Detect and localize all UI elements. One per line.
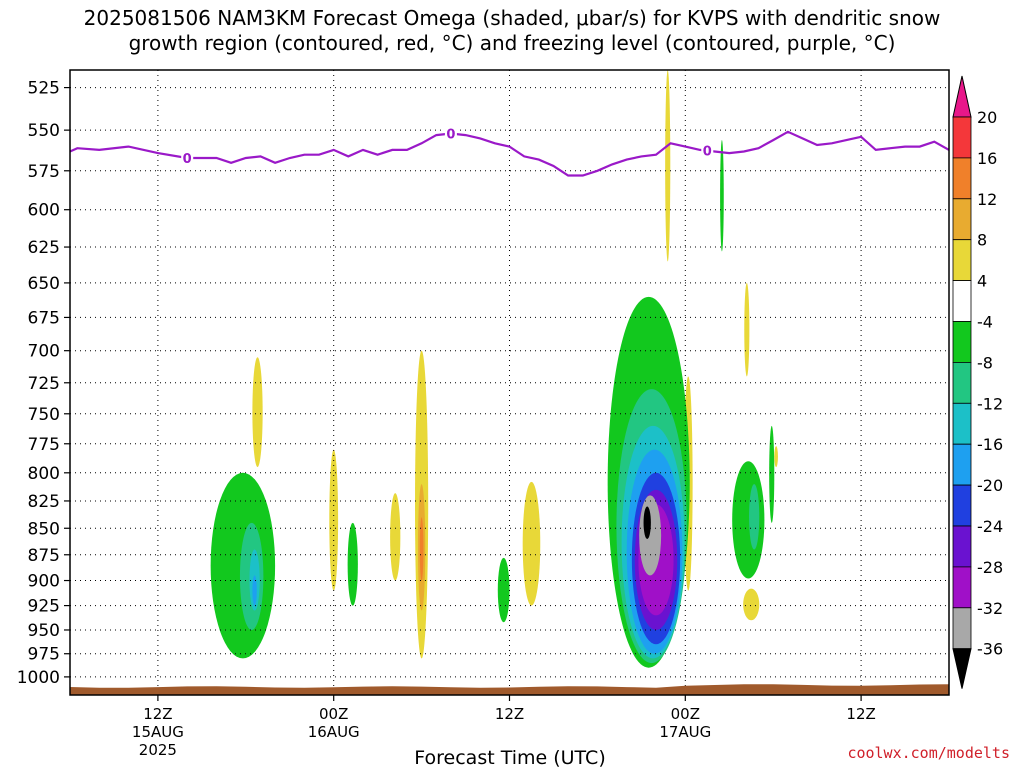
colorbar-label-4: 4: [977, 272, 987, 291]
y-tick-label-600: 600: [28, 201, 60, 221]
x-tick-label-30: 12Z: [495, 705, 524, 723]
colorbar: 20 16 12 8 4 -4 -8 -12 -16 -20 -24 -28 -32 -36: [952, 75, 1003, 689]
y-tick-label-950: 950: [28, 621, 60, 641]
y-tick-label-650: 650: [28, 274, 60, 294]
colorbar-top-triangle: [952, 75, 972, 118]
colorbar-segment-10: [952, 484, 972, 527]
colorbar-bottom-triangle: [952, 648, 972, 689]
x-tick-label-18: 00Z: [319, 705, 348, 723]
colorbar-segment-4: [952, 239, 972, 281]
y-tick-label-800: 800: [28, 464, 60, 484]
colorbar-segment-7: [952, 361, 972, 404]
omega-feature-2: [390, 493, 401, 581]
colorbar-label-7: -12: [977, 394, 1003, 413]
y-tick-label-625: 625: [28, 238, 60, 258]
y-tick-label-700: 700: [28, 342, 60, 362]
colorbar-segment-2: [952, 157, 972, 200]
freezing-level-line: [69, 130, 950, 177]
y-tick-label-550: 550: [28, 121, 60, 141]
colorbar-segment-8: [952, 402, 972, 445]
x-tick-label-42: 00Z: [671, 705, 700, 723]
y-tick-label-900: 900: [28, 572, 60, 592]
omega-shading-layer: [210, 70, 778, 668]
plot-area: [70, 70, 949, 695]
omega-feature-18: [720, 140, 724, 252]
colorbar-label-12: -32: [977, 599, 1003, 618]
y-tick-label-875: 875: [28, 546, 60, 566]
freezing-label-1: 0: [446, 127, 455, 142]
x-tick-year-6: 2025: [139, 741, 177, 759]
colorbar-label-0: 20: [977, 108, 997, 127]
colorbar-segment-9: [952, 443, 972, 486]
x-tick-date-42: 17AUG: [659, 723, 711, 741]
x-tick-label-6: 12Z: [143, 705, 172, 723]
colorbar-label-6: -8: [977, 353, 993, 372]
colorbar-segment-13: [952, 607, 972, 650]
y-axis: 525 550 575 600 625 650 675 700 725 750 775 800 825 8…: [17, 79, 70, 688]
y-tick-label-775: 775: [28, 435, 60, 455]
colorbar-label-2: 12: [977, 190, 997, 209]
omega-feature-9: [744, 282, 750, 377]
colorbar-label-8: -16: [977, 435, 1003, 454]
colorbar-label-13: -36: [977, 640, 1003, 659]
omega-feature-17: [497, 557, 510, 623]
chart-title-line-2: growth region (contoured, red, °C) and f…: [128, 31, 896, 55]
y-tick-label-850: 850: [28, 519, 60, 539]
y-tick-label-825: 825: [28, 492, 60, 512]
x-axis-title: Forecast Time (UTC): [414, 747, 605, 768]
colorbar-label-11: -28: [977, 558, 1003, 577]
omega-feature-19: [732, 461, 765, 579]
y-tick-label-750: 750: [28, 405, 60, 425]
freezing-label-0: 0: [183, 152, 192, 167]
freezing-level-layer: 0 0 0: [69, 125, 950, 177]
freezing-label-bg-2: [701, 142, 714, 159]
omega-feature-7: [665, 70, 671, 262]
y-tick-label-975: 975: [28, 645, 60, 665]
colorbar-label-9: -20: [977, 476, 1003, 495]
x-tick-date-18: 16AUG: [308, 723, 360, 741]
omega-feature-29: [639, 495, 662, 576]
freezing-label-bg-1: [444, 125, 457, 142]
freezing-label-2: 0: [703, 145, 712, 160]
credit-text: coolwx.com/modelts: [847, 744, 1010, 762]
omega-feature-5: [419, 517, 424, 581]
omega-feature-15: [252, 575, 257, 606]
omega-feature-0: [252, 357, 263, 468]
y-tick-label-725: 725: [28, 374, 60, 394]
colorbar-segment-1: [952, 116, 972, 159]
y-tick-label-925: 925: [28, 597, 60, 617]
omega-feature-21: [769, 425, 775, 523]
omega-feature-11: [774, 446, 778, 468]
colorbar-segment-6: [952, 321, 972, 363]
terrain-fill: [70, 684, 949, 695]
omega-feature-16: [347, 522, 358, 606]
y-tick-label-1000: 1000: [17, 668, 60, 688]
colorbar-label-5: -4: [977, 313, 993, 332]
y-tick-label-525: 525: [28, 79, 60, 99]
omega-feature-6: [522, 481, 541, 606]
y-tick-label-675: 675: [28, 308, 60, 328]
colorbar-segment-11: [952, 525, 972, 568]
x-tick-date-6: 15AUG: [132, 723, 184, 741]
colorbar-label-3: 8: [977, 231, 987, 250]
omega-feature-30: [643, 506, 651, 539]
terrain-layer: [70, 684, 949, 695]
x-tick-label-54: 12Z: [846, 705, 875, 723]
colorbar-segment-5: [952, 280, 972, 322]
colorbar-segment-3: [952, 198, 972, 241]
omega-feature-20: [749, 484, 760, 550]
chart-title-line-1: 2025081506 NAM3KM Forecast Omega (shaded…: [83, 6, 941, 30]
grid-layer: [70, 70, 949, 695]
colorbar-label-10: -24: [977, 517, 1003, 536]
y-tick-label-575: 575: [28, 162, 60, 182]
colorbar-label-1: 16: [977, 149, 997, 168]
colorbar-segment-12: [952, 566, 972, 609]
omega-feature-10: [743, 588, 760, 621]
freezing-label-bg-0: [181, 149, 194, 166]
